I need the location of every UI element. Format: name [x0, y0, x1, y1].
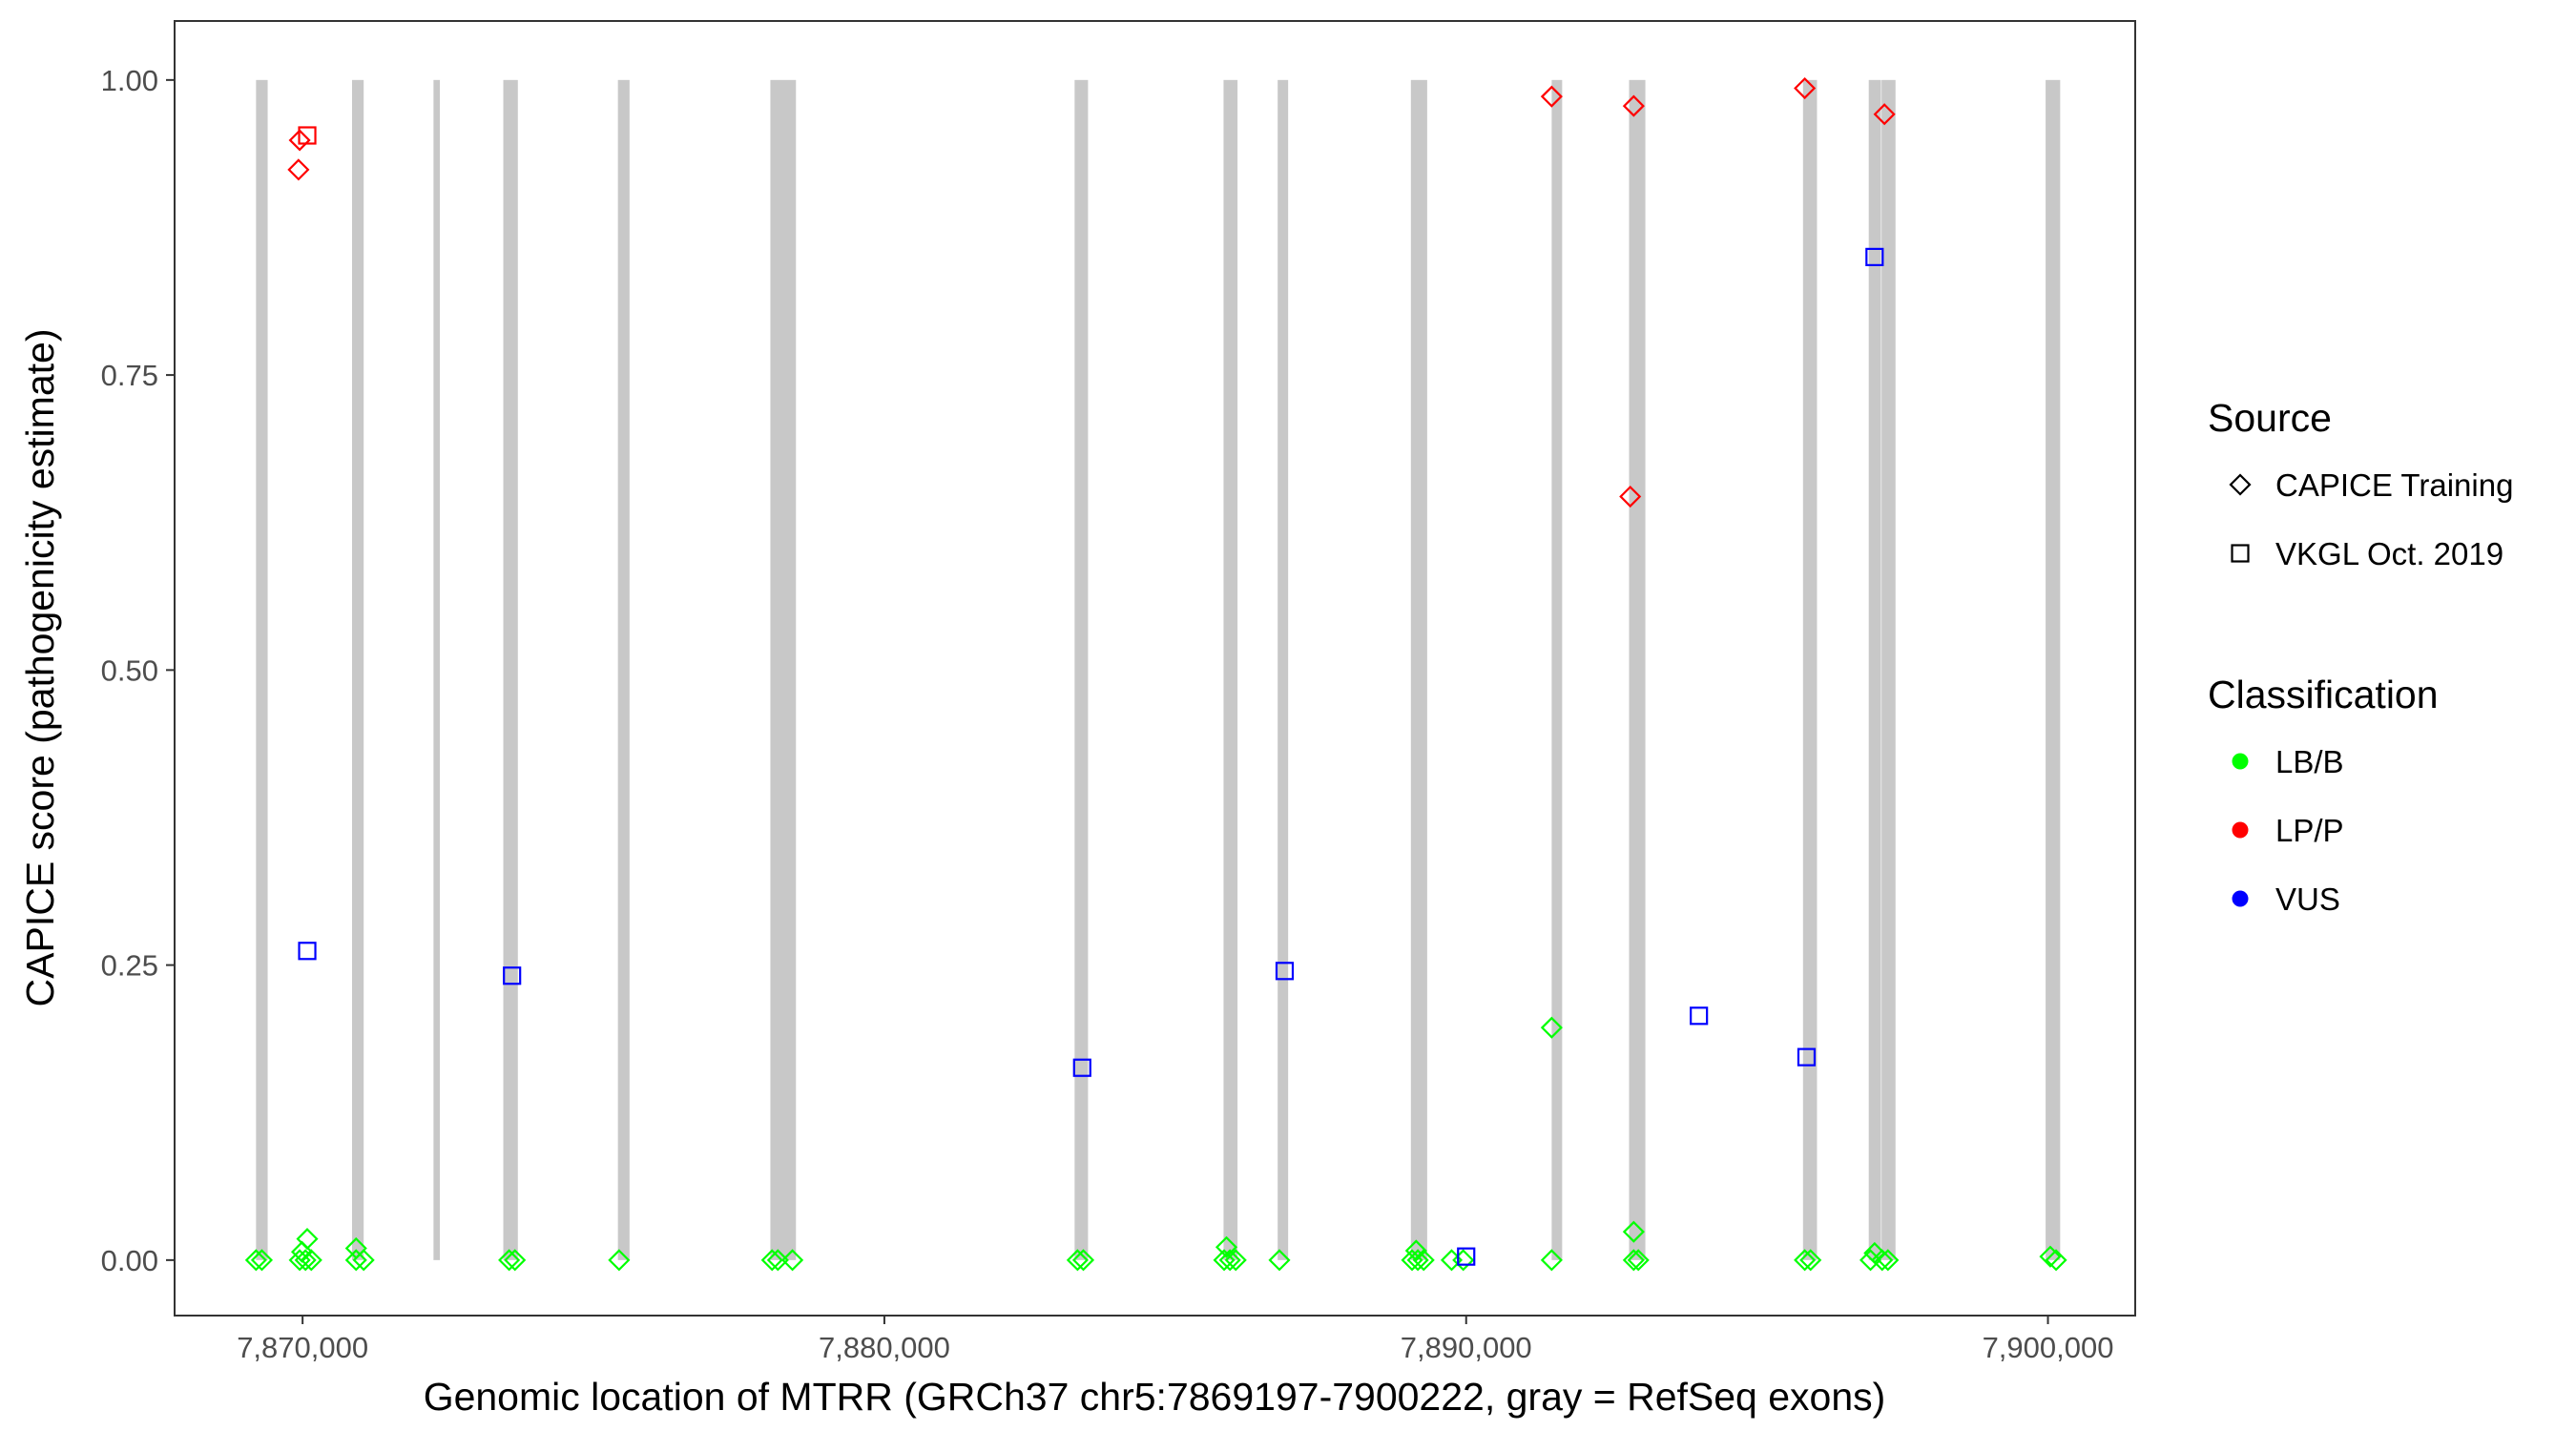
data-point-diamond [1873, 103, 1896, 126]
data-point-diamond [1406, 1249, 1429, 1272]
data-point-square [298, 126, 317, 145]
data-point-diamond [250, 1249, 274, 1272]
data-point-diamond [1794, 76, 1817, 100]
data-point-diamond [504, 1249, 527, 1272]
data-point-diamond [1452, 1249, 1475, 1272]
exon-band [1868, 79, 1881, 1260]
data-points [244, 76, 2067, 1272]
data-point-diamond [2039, 1245, 2062, 1268]
data-point-diamond [1404, 1239, 1427, 1262]
data-point-diamond [1412, 1249, 1435, 1272]
data-point-diamond [1540, 85, 1563, 108]
data-point-diamond [1794, 1249, 1817, 1272]
data-point-diamond [498, 1249, 521, 1272]
legend-source-label: VKGL Oct. 2019 [2275, 536, 2503, 571]
data-point-diamond [1619, 485, 1642, 508]
legend-dot-icon [2232, 821, 2249, 839]
legend-source-label: CAPICE Training [2275, 467, 2513, 503]
exon-band [1551, 79, 1563, 1260]
exon-band [1278, 79, 1289, 1260]
exon-band [503, 79, 518, 1260]
exon-band [2046, 79, 2061, 1260]
legend-source-title: Source [2208, 396, 2332, 440]
legend-diamond-icon [2229, 473, 2252, 496]
data-point-diamond [760, 1249, 783, 1272]
data-point-diamond [244, 1249, 267, 1272]
legend-classification-label: LB/B [2275, 744, 2344, 779]
data-point-diamond [1877, 1249, 1900, 1272]
data-point-square [298, 942, 317, 961]
exon-band [617, 79, 630, 1260]
data-point-diamond [1218, 1249, 1241, 1272]
data-point-diamond [766, 1249, 789, 1272]
exon-band [1410, 79, 1427, 1260]
exon-band [1223, 79, 1238, 1260]
y-tick-label: 1.00 [101, 64, 158, 97]
data-point-diamond [1799, 1249, 1822, 1272]
exon-band [1629, 79, 1646, 1260]
legend: Source CAPICE Training VKGL Oct. 2019 Cla… [2208, 396, 2513, 917]
legend-source-items: CAPICE Training VKGL Oct. 2019 [2229, 467, 2513, 571]
x-axis-title: Genomic location of MTRR (GRCh37 chr5:78… [424, 1375, 1886, 1419]
data-point-diamond [344, 1249, 367, 1272]
exon-bands [256, 79, 2061, 1260]
legend-classification-label: LP/P [2275, 813, 2344, 848]
legend-dot-icon [2232, 890, 2249, 907]
x-tick-label: 7,870,000 [237, 1331, 368, 1364]
plot-border [174, 20, 2136, 1317]
legend-classification-label: VUS [2275, 881, 2340, 917]
y-tick-label: 0.75 [101, 359, 158, 392]
exon-band [433, 79, 441, 1260]
exon-band [1802, 79, 1818, 1260]
legend-classification-title: Classification [2208, 673, 2439, 716]
data-point-diamond [1540, 1249, 1563, 1272]
data-point-diamond [1622, 1249, 1645, 1272]
x-tick-label: 7,890,000 [1401, 1331, 1532, 1364]
data-point-diamond [1066, 1249, 1089, 1272]
y-tick-label: 0.50 [101, 653, 158, 687]
data-point-diamond [1622, 94, 1645, 117]
data-point-diamond [608, 1249, 631, 1272]
data-point-diamond [1071, 1249, 1095, 1272]
legend-square-icon [2231, 544, 2250, 563]
data-point-diamond [1622, 1220, 1645, 1243]
data-point-diamond [1627, 1249, 1650, 1272]
exon-band [256, 79, 268, 1260]
data-point-diamond [352, 1249, 375, 1272]
data-point-diamond [1871, 1249, 1894, 1272]
data-point-diamond [2045, 1249, 2067, 1272]
data-point-square [1865, 247, 1884, 267]
y-tick-label: 0.25 [101, 949, 158, 983]
data-point-square [1275, 962, 1295, 981]
data-point-diamond [1540, 1016, 1563, 1039]
y-axis: 0.00 0.25 0.50 0.75 1.00 [101, 64, 175, 1277]
data-point-diamond [1268, 1249, 1291, 1272]
data-point-square [1797, 1047, 1817, 1067]
exon-band [1881, 79, 1896, 1260]
y-axis-title: CAPICE score (pathogenicity estimate) [18, 329, 62, 1007]
data-point-diamond [1224, 1249, 1247, 1272]
exon-band [351, 79, 364, 1260]
exon-band [1074, 79, 1089, 1260]
y-tick-label: 0.00 [101, 1244, 158, 1277]
data-point-diamond [294, 1249, 317, 1272]
data-point-square [1072, 1058, 1091, 1077]
exon-band [770, 79, 797, 1260]
data-point-square [1690, 1006, 1709, 1026]
data-point-diamond [781, 1249, 804, 1272]
data-point-diamond [287, 158, 310, 181]
data-point-diamond [300, 1249, 322, 1272]
x-axis: 7,870,000 7,880,000 7,890,000 7,900,000 [237, 1316, 2113, 1364]
legend-dot-icon [2232, 753, 2249, 770]
data-point-square [503, 966, 522, 985]
data-point-diamond [288, 129, 311, 152]
legend-classification-items: LB/B LP/P VUS [2232, 744, 2344, 917]
data-point-diamond [1215, 1235, 1238, 1258]
x-tick-label: 7,900,000 [1983, 1331, 2114, 1364]
data-point-square [1457, 1247, 1476, 1266]
x-tick-label: 7,880,000 [819, 1331, 950, 1364]
